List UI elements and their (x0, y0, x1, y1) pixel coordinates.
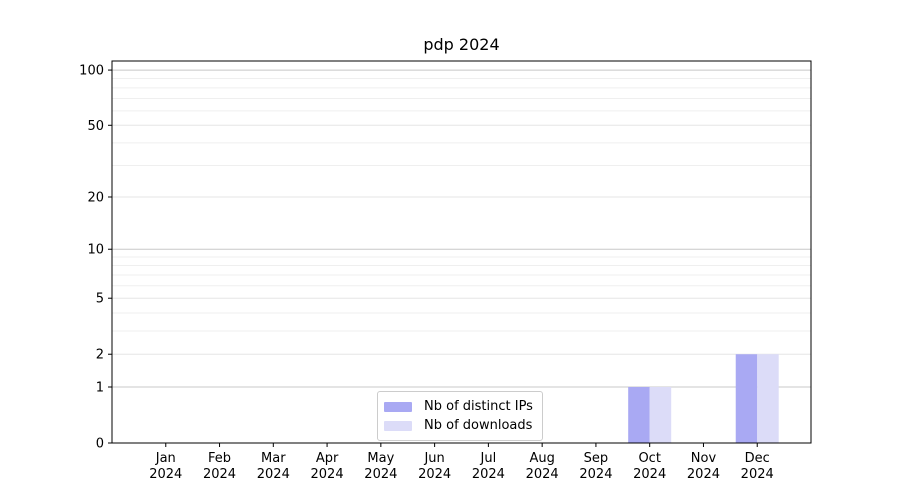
bar-downloads (757, 354, 779, 443)
y-tick-label: 1 (96, 380, 104, 395)
x-tick-label-month: Mar (261, 451, 286, 466)
legend-item-downloads: Nb of downloads (384, 416, 533, 435)
x-tick-label-month: Jul (480, 451, 497, 466)
plot-border (111, 60, 812, 444)
x-tick-label-month: Jun (423, 451, 444, 466)
x-tick-label-year: 2024 (472, 467, 505, 482)
chart-title: pdp 2024 (423, 35, 500, 54)
y-tick-label: 5 (96, 292, 104, 307)
y-tick-label: 2 (96, 348, 104, 363)
legend: Nb of distinct IPs Nb of downloads (377, 391, 543, 441)
legend-item-distinct-ips: Nb of distinct IPs (384, 397, 533, 416)
y-tick-label: 50 (87, 119, 104, 134)
y-tick-label: 100 (79, 64, 104, 79)
x-tick-label-month: Jan (155, 451, 176, 466)
y-tick-label: 0 (96, 437, 104, 452)
x-tick-label-month: May (367, 451, 394, 466)
x-tick-label-year: 2024 (364, 467, 397, 482)
downloads-legend-swatch-icon (384, 420, 412, 431)
x-tick-label-month: Oct (638, 451, 660, 466)
x-tick-label-year: 2024 (203, 467, 236, 482)
legend-label-distinct-ips: Nb of distinct IPs (424, 399, 533, 414)
legend-label-downloads: Nb of downloads (424, 418, 533, 433)
distinct-ips-legend-swatch-icon (384, 401, 412, 412)
bar-distinct-ips (735, 354, 758, 443)
x-tick-label-year: 2024 (741, 467, 774, 482)
y-tick-label: 10 (87, 243, 104, 258)
x-tick-label-year: 2024 (418, 467, 451, 482)
x-tick-label-month: Apr (316, 451, 339, 466)
x-tick-label-year: 2024 (311, 467, 344, 482)
x-tick-label-month: Nov (691, 451, 717, 466)
x-tick-label-month: Aug (529, 451, 554, 466)
x-tick-label-year: 2024 (257, 467, 290, 482)
x-tick-label-year: 2024 (526, 467, 559, 482)
bar-distinct-ips (628, 386, 650, 443)
y-tick-label: 20 (87, 190, 104, 205)
x-tick-label-year: 2024 (149, 467, 182, 482)
x-tick-label-year: 2024 (633, 467, 666, 482)
x-tick-label-year: 2024 (579, 467, 612, 482)
x-tick-label-month: Feb (208, 451, 231, 466)
x-tick-label-year: 2024 (687, 467, 720, 482)
x-tick-label-month: Sep (584, 451, 609, 466)
x-tick-label-month: Dec (745, 451, 770, 466)
bar-downloads (649, 386, 672, 443)
